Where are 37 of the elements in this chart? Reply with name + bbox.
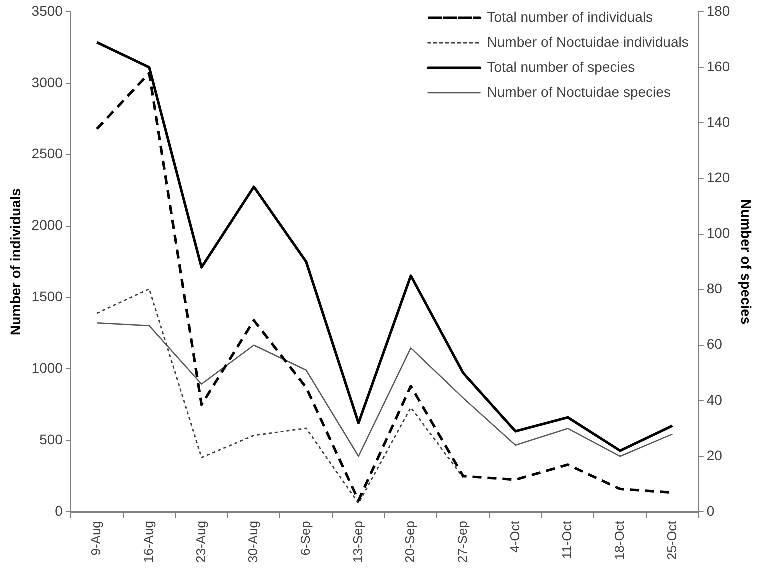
legend-label: Total number of species (487, 58, 636, 75)
y-tick-label: 3000 (32, 74, 64, 90)
y2-tick-label: 0 (706, 502, 715, 519)
y-tick-label: 2500 (32, 146, 64, 162)
x-tick-label: 23-Aug (193, 521, 208, 563)
x-tick-label: 16-Aug (141, 521, 156, 563)
y2-tick-label: 40 (706, 392, 723, 408)
y-tick-label: 1000 (32, 360, 64, 376)
y2-axis-title: Number of species (738, 199, 755, 325)
x-tick-label: 9-Aug (88, 521, 104, 556)
x-tick-label: 6-Sep (298, 521, 313, 556)
line-series (96, 288, 464, 504)
y2-tick-label: 120 (706, 170, 730, 186)
x-tick-label: 4-Oct (507, 520, 522, 553)
legend-label: Number of Noctuidae species (487, 84, 671, 100)
y2-tick-label: 160 (706, 58, 730, 74)
x-tick-label: 11-Oct (560, 520, 575, 560)
y-tick-label: 3500 (32, 2, 64, 19)
x-tick-label: 30-Aug (246, 521, 261, 563)
x-tick-label: 18-Oct (612, 520, 627, 560)
x-tick-label: 20-Sep (402, 521, 418, 563)
legend-label: Number of Noctuidae individuals (487, 34, 689, 50)
x-tick-label: 13-Sep (350, 521, 366, 563)
y2-tick-label: 80 (706, 280, 723, 297)
legend-label: Total number of individuals (487, 8, 654, 25)
y2-tick-label: 140 (706, 114, 730, 130)
y2-tick-label: 20 (706, 447, 723, 464)
y-tick-label: 0 (55, 502, 64, 519)
y-axis-title: Number of individuals (7, 188, 24, 336)
x-tick-label: 27-Sep (454, 521, 470, 563)
x-tick-label: 25-Oct (664, 520, 680, 560)
y2-tick-label: 100 (706, 225, 730, 242)
y2-tick-label: 180 (706, 2, 730, 19)
y-tick-label: 1500 (32, 288, 64, 305)
y-tick-label: 2000 (32, 217, 64, 234)
y2-tick-label: 60 (706, 336, 723, 352)
y-tick-label: 500 (40, 432, 64, 448)
